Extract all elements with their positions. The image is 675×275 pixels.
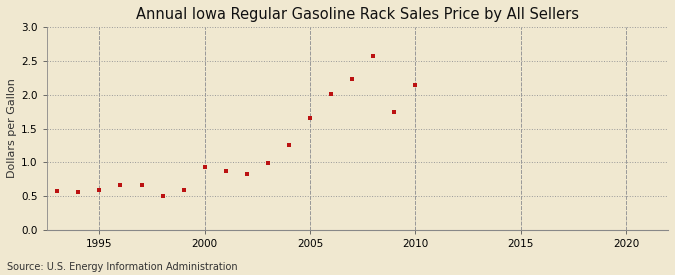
Point — [94, 188, 105, 192]
Point — [284, 142, 294, 147]
Point — [242, 172, 252, 177]
Text: Source: U.S. Energy Information Administration: Source: U.S. Energy Information Administ… — [7, 262, 238, 272]
Title: Annual Iowa Regular Gasoline Rack Sales Price by All Sellers: Annual Iowa Regular Gasoline Rack Sales … — [136, 7, 579, 22]
Point — [304, 116, 315, 121]
Y-axis label: Dollars per Gallon: Dollars per Gallon — [7, 79, 17, 178]
Point — [199, 165, 210, 169]
Point — [347, 77, 358, 81]
Point — [52, 189, 63, 194]
Point — [115, 182, 126, 187]
Point — [157, 194, 168, 198]
Point — [178, 188, 189, 192]
Point — [325, 92, 336, 96]
Point — [73, 189, 84, 194]
Point — [389, 109, 400, 114]
Point — [368, 54, 379, 59]
Point — [136, 182, 147, 187]
Point — [410, 82, 421, 87]
Point — [263, 161, 273, 165]
Point — [220, 169, 231, 173]
